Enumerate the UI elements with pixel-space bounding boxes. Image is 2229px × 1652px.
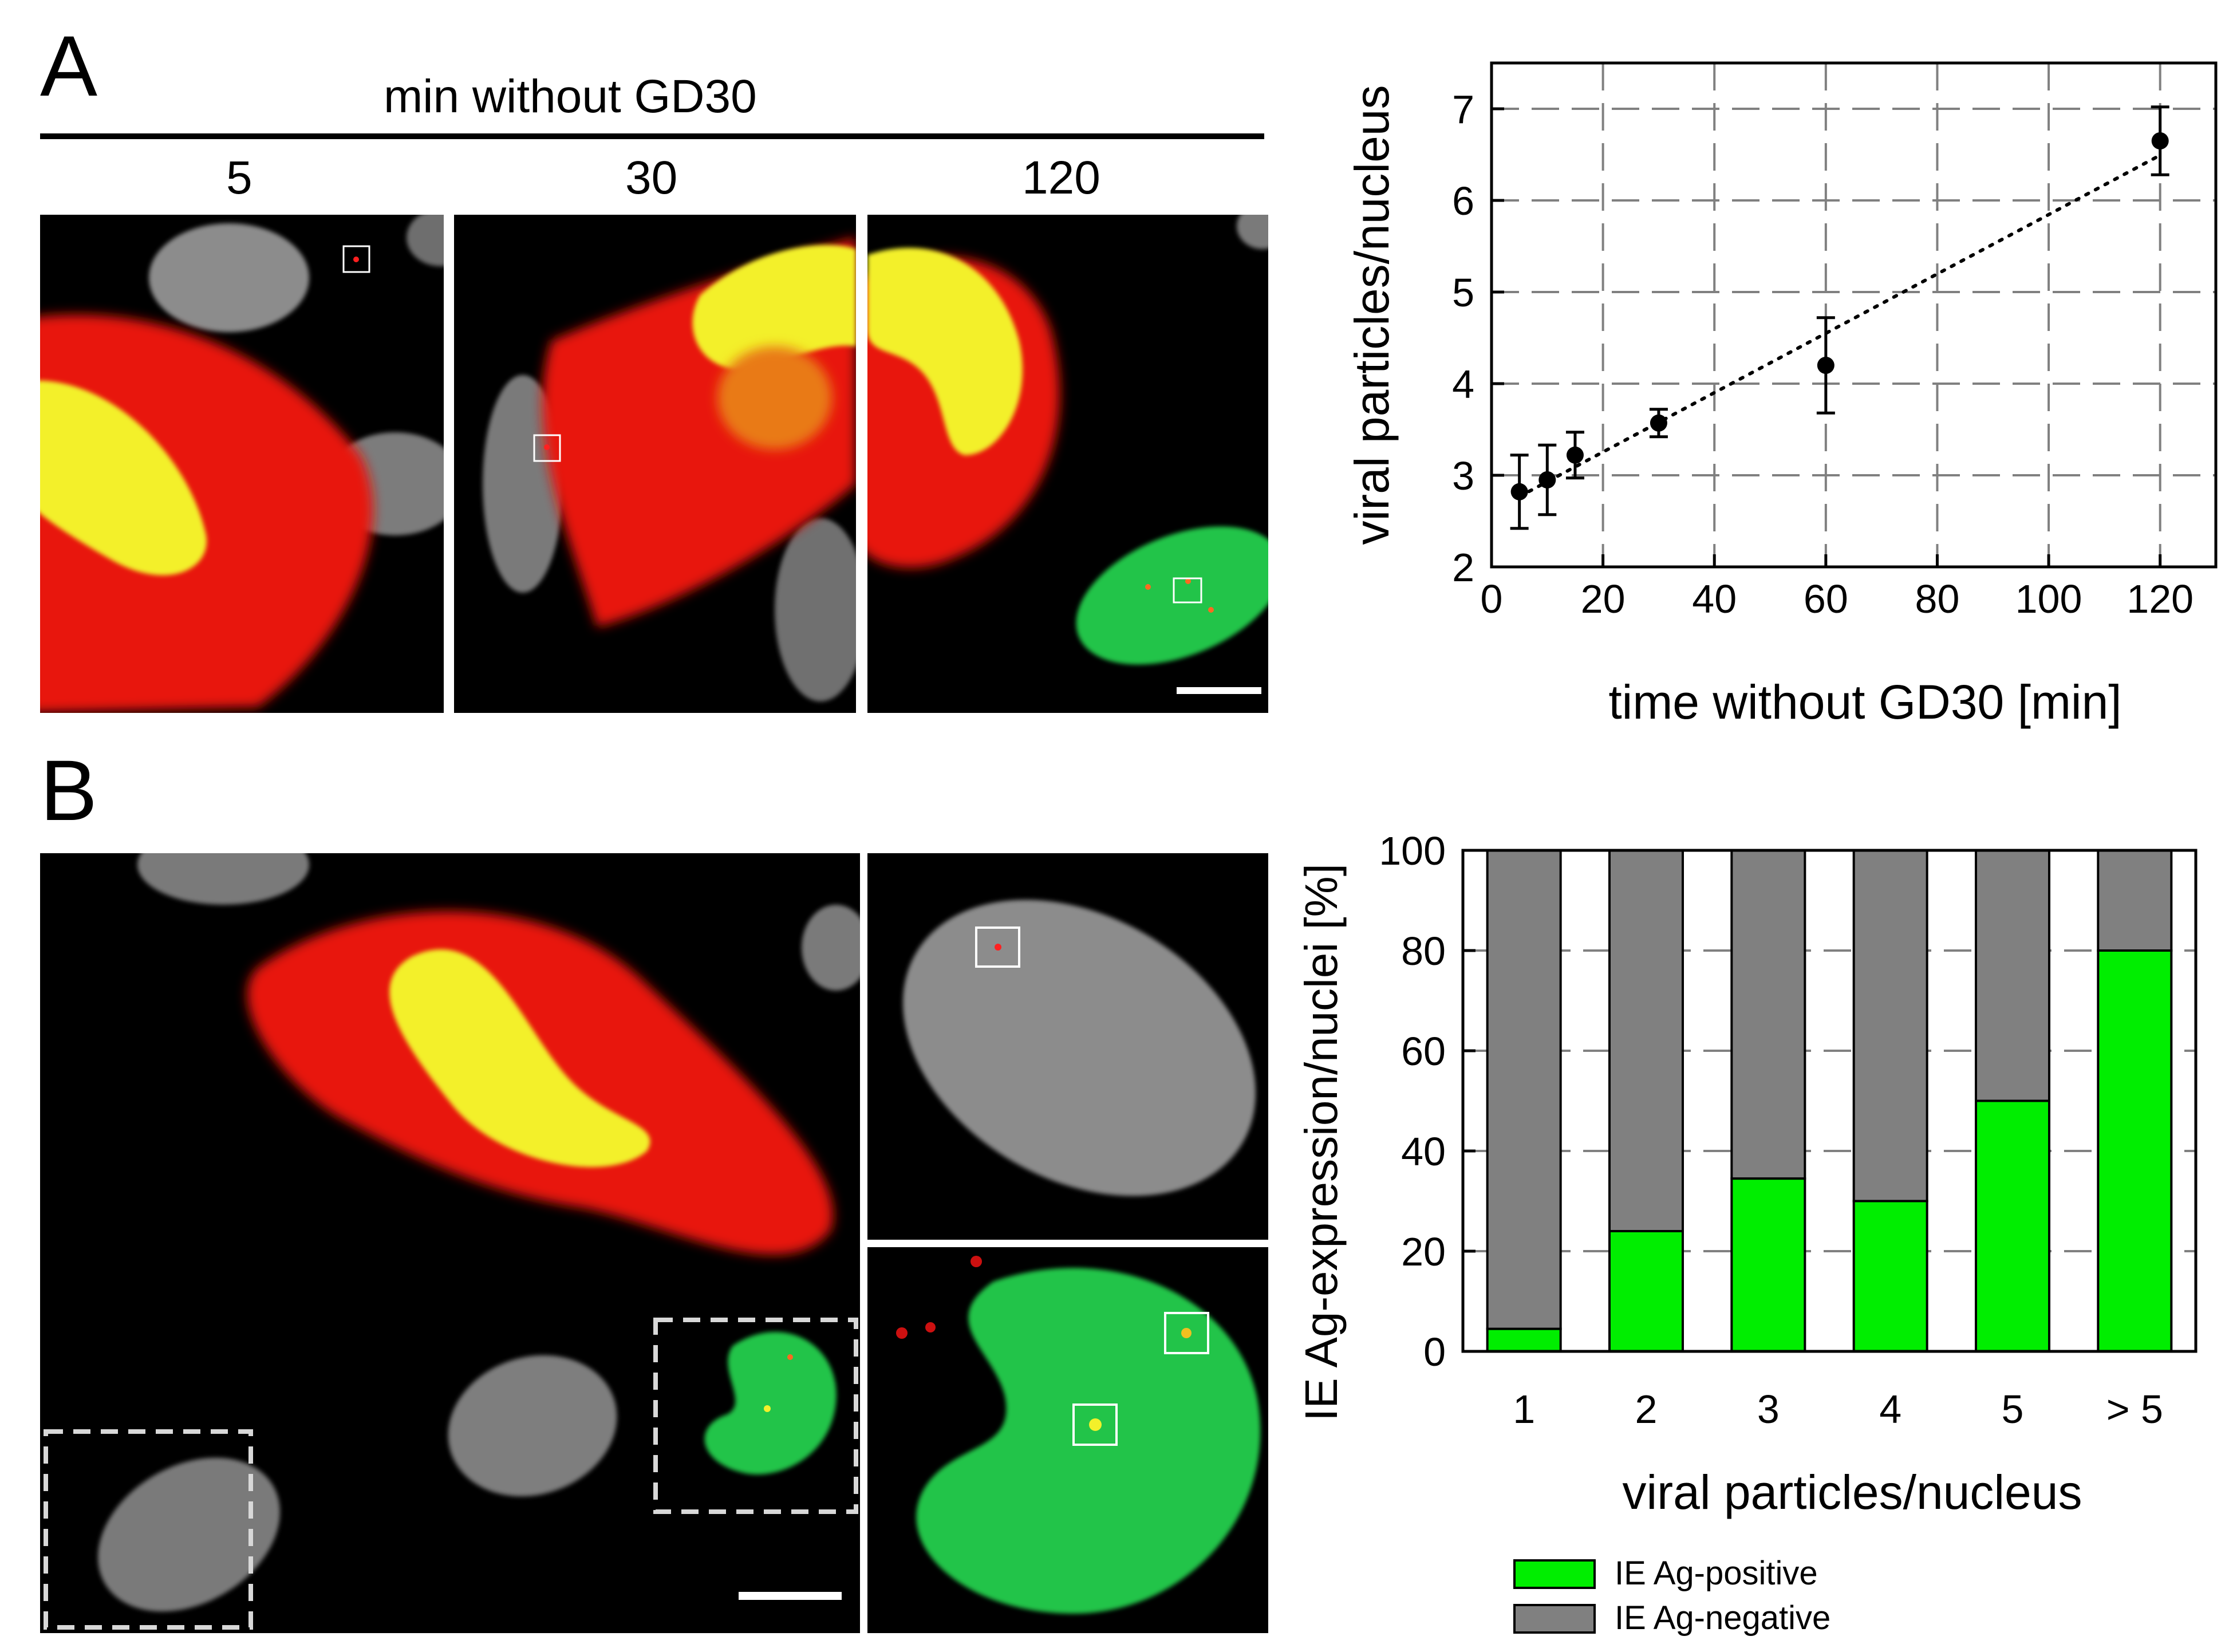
time-label-5: 5 (226, 152, 253, 204)
x-axis-label: time without GD30 [min] (1608, 675, 2121, 729)
x-tick-label: 0 (1481, 577, 1503, 621)
bar-ie-positive (1975, 1099, 2050, 1353)
data-point (1510, 483, 1528, 500)
inset-negative-nucleus (867, 853, 1268, 1240)
bar-ie-positive (1608, 1230, 1684, 1353)
x-tick-label: 40 (1692, 577, 1737, 621)
legend-label-positive: IE Ag-positive (1615, 1555, 1818, 1592)
data-point (1566, 446, 1584, 464)
plot-frame (1461, 849, 2198, 1353)
micrograph-overview (40, 853, 860, 1633)
data-point (1817, 357, 1835, 374)
header-divider (40, 133, 1264, 139)
legend-swatch-negative (1513, 1604, 1596, 1634)
data-point (2151, 132, 2169, 149)
y-tick-label: 4 (1452, 362, 1474, 407)
legend-swatch-positive (1513, 1559, 1596, 1589)
y-tick-label: 100 (1379, 829, 1446, 873)
bar-ie-negative (1486, 849, 1562, 1330)
y-tick-label: 2 (1452, 545, 1474, 590)
panel-a-letter: A (40, 18, 98, 114)
x-tick-label: 20 (1581, 577, 1626, 621)
y-axis-label: IE Ag-expression/nuclei [%] (1296, 864, 1347, 1421)
x-axis-label: viral particles/nucleus (1622, 1465, 2082, 1519)
y-tick-label: 40 (1401, 1129, 1446, 1174)
x-tick-label: 2 (1635, 1387, 1658, 1432)
data-point (1650, 414, 1667, 432)
data-point (1538, 471, 1556, 488)
micrograph-120min (867, 215, 1268, 713)
x-tick-label: 80 (1915, 577, 1960, 621)
y-tick-label: 0 (1423, 1330, 1446, 1374)
x-tick-label: > 5 (2106, 1387, 2163, 1432)
y-axis-label: viral particles/nucleus (1345, 85, 1399, 545)
chart-ie-expression: 1 2 3 4 5 > 5 0 20 40 60 80 100 viral particles/nucl… (1296, 829, 2198, 1637)
y-tick-label: 60 (1401, 1029, 1446, 1074)
time-label-30: 30 (625, 152, 678, 204)
bar-ie-positive (1852, 1200, 1928, 1353)
micrograph-30min (454, 215, 856, 713)
bar-ie-negative (1608, 849, 1684, 1232)
x-tick-label: 4 (1879, 1387, 1901, 1432)
bar-ie-negative (1975, 849, 2050, 1102)
x-tick-label: 120 (2127, 577, 2194, 621)
bar-ie-negative (1852, 849, 1928, 1202)
chart-particles-vs-time: 0 20 40 60 80 100 120 2 3 4 5 6 7 time without GD30 [… (1345, 61, 2218, 729)
inset-positive-nucleus (867, 1247, 1268, 1633)
time-label-120: 120 (1022, 152, 1100, 204)
bar-ie-negative (2097, 849, 2173, 952)
bar-ie-positive (2097, 949, 2173, 1353)
x-tick-label: 3 (1757, 1387, 1780, 1432)
x-tick-label: 1 (1513, 1387, 1535, 1432)
y-tick-label: 7 (1452, 87, 1474, 132)
y-tick-label: 80 (1401, 929, 1446, 973)
y-tick-label: 3 (1452, 454, 1474, 498)
bar-ie-positive (1730, 1177, 1806, 1353)
x-tick-label: 100 (2015, 577, 2082, 621)
bar-ie-positive (1486, 1327, 1562, 1353)
x-tick-label: 5 (2002, 1387, 2024, 1432)
micrograph-5min (40, 215, 444, 713)
panel-b-letter: B (40, 742, 98, 838)
x-tick-label: 60 (1804, 577, 1848, 621)
y-tick-label: 6 (1452, 179, 1474, 223)
bar-ie-negative (1730, 849, 1806, 1180)
legend-label-negative: IE Ag-negative (1615, 1599, 1830, 1637)
panel-a-header: min without GD30 (384, 70, 757, 123)
plot-frame (1490, 61, 2218, 569)
trendline (1517, 153, 2162, 499)
y-tick-label: 5 (1452, 270, 1474, 315)
y-tick-label: 20 (1401, 1229, 1446, 1274)
